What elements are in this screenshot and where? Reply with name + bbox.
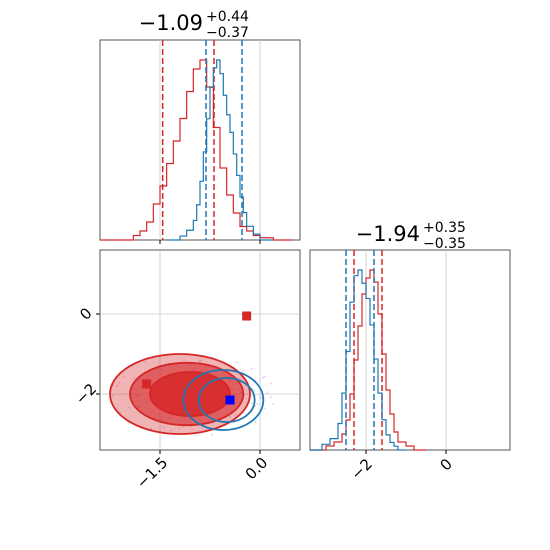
scatter-point	[262, 376, 264, 379]
panel-title-value: −1.94	[356, 222, 420, 246]
scatter-point	[112, 384, 115, 387]
contour-group	[109, 311, 265, 435]
panel-title-upper: +0.35	[423, 220, 466, 236]
x-tick-label: 0	[436, 455, 455, 474]
scatter-point	[270, 396, 272, 399]
scatter-point	[178, 427, 181, 430]
scatter-point	[265, 393, 268, 395]
scatter-point	[183, 359, 185, 361]
y-tick-label: −2	[72, 380, 100, 408]
scatter-point	[123, 375, 126, 378]
scatter-point	[144, 361, 147, 364]
histogram-series-2	[166, 59, 274, 241]
scatter-point	[243, 411, 246, 414]
scatter-point	[237, 376, 240, 379]
scatter-point	[198, 359, 201, 362]
scatter-point	[256, 402, 259, 405]
contour-level-1	[182, 369, 265, 431]
scatter-point	[253, 389, 256, 392]
y-tick-label: 0	[76, 304, 95, 323]
histogram-panel-param2: −2 0 −1.94 +0.35 −0.35	[309, 220, 511, 483]
scatter-point	[119, 411, 122, 414]
scatter-point	[112, 394, 114, 397]
scatter-point	[254, 421, 257, 424]
tick-marks	[159, 240, 261, 244]
scatter-point	[236, 361, 238, 364]
scatter-point	[170, 429, 172, 432]
grid-lines	[159, 40, 261, 240]
truth-marker	[142, 379, 152, 389]
tick-labels: −2 0	[348, 455, 456, 483]
histogram-series-1	[310, 269, 426, 451]
panel-title-lower: −0.37	[206, 25, 249, 41]
scatter-point	[258, 394, 261, 397]
panel-title-upper: +0.44	[206, 9, 249, 25]
scatter-point	[162, 426, 165, 429]
scatter-point	[235, 414, 238, 416]
scatter-point	[116, 385, 119, 388]
panel-title-lower: −0.35	[423, 236, 466, 252]
histogram-series-2	[310, 269, 406, 451]
x-tick-label: 0.0	[242, 454, 272, 484]
histogram-series-1	[100, 59, 294, 241]
scatter-point	[118, 381, 120, 384]
series-group	[100, 40, 294, 241]
panel-frame	[309, 249, 511, 451]
joint-distribution-panel: −1.5 0.0 0 −2	[72, 249, 301, 492]
series-group	[310, 250, 426, 451]
tick-marks	[96, 313, 261, 454]
tick-marks	[365, 450, 447, 454]
scatter-point	[191, 428, 194, 431]
scatter-point	[181, 426, 184, 429]
scatter-point	[211, 433, 213, 436]
truth-marker	[242, 311, 252, 321]
grid-lines	[365, 250, 447, 450]
scatter-point	[229, 415, 231, 418]
scatter-point	[150, 427, 153, 430]
scatter-point	[128, 406, 131, 409]
panel-frame	[99, 39, 301, 241]
panel-frame	[99, 249, 301, 451]
scatter-point	[272, 402, 274, 405]
scatter-point	[242, 369, 245, 372]
scatter-point	[251, 395, 254, 397]
truth-marker	[225, 395, 235, 405]
contour-level-2	[197, 377, 256, 423]
scatter-point	[194, 434, 197, 437]
x-tick-label: −1.5	[133, 454, 171, 492]
scatter-point	[263, 407, 266, 410]
panel-title-value: −1.09	[139, 11, 203, 35]
x-tick-label: −2	[348, 455, 376, 483]
scatter-point	[260, 397, 263, 399]
scatter-point	[263, 375, 266, 378]
scatter-point	[250, 368, 253, 370]
scatter-point	[200, 359, 203, 362]
scatter-point	[266, 391, 269, 394]
scatter-point	[270, 382, 272, 385]
histogram-panel-param1: −1.09 +0.44 −0.37	[99, 9, 301, 244]
scatter-point	[133, 377, 135, 380]
scatter-point	[250, 402, 253, 405]
